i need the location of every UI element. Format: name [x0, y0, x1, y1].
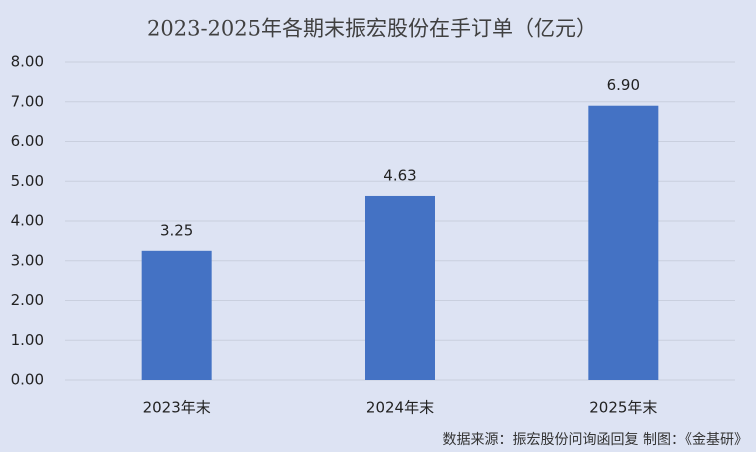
x-tick-label: 2025年末: [589, 399, 657, 417]
chart-title: 2023-2025年各期末振宏股份在手订单（亿元）: [147, 17, 597, 41]
y-tick-label: 1.00: [11, 331, 44, 349]
y-tick-label: 4.00: [11, 212, 44, 230]
y-tick-label: 0.00: [11, 371, 44, 389]
y-tick-label: 7.00: [11, 92, 44, 110]
y-tick-label: 3.00: [11, 251, 44, 269]
y-tick-label: 6.00: [11, 132, 44, 150]
bar: [365, 195, 435, 380]
value-label: 4.63: [383, 166, 416, 184]
y-tick-label: 8.00: [11, 53, 44, 71]
x-tick-label: 2024年末: [366, 399, 434, 417]
bar: [141, 250, 212, 380]
value-label: 3.25: [160, 221, 193, 239]
y-tick-label: 2.00: [11, 291, 44, 309]
source-note: 数据来源：振宏股份问询函回复 制图：《金基研》: [443, 431, 748, 448]
x-tick-label: 2023年末: [143, 399, 211, 417]
bar: [588, 105, 659, 380]
value-label: 6.90: [607, 76, 640, 94]
y-tick-label: 5.00: [11, 172, 44, 190]
